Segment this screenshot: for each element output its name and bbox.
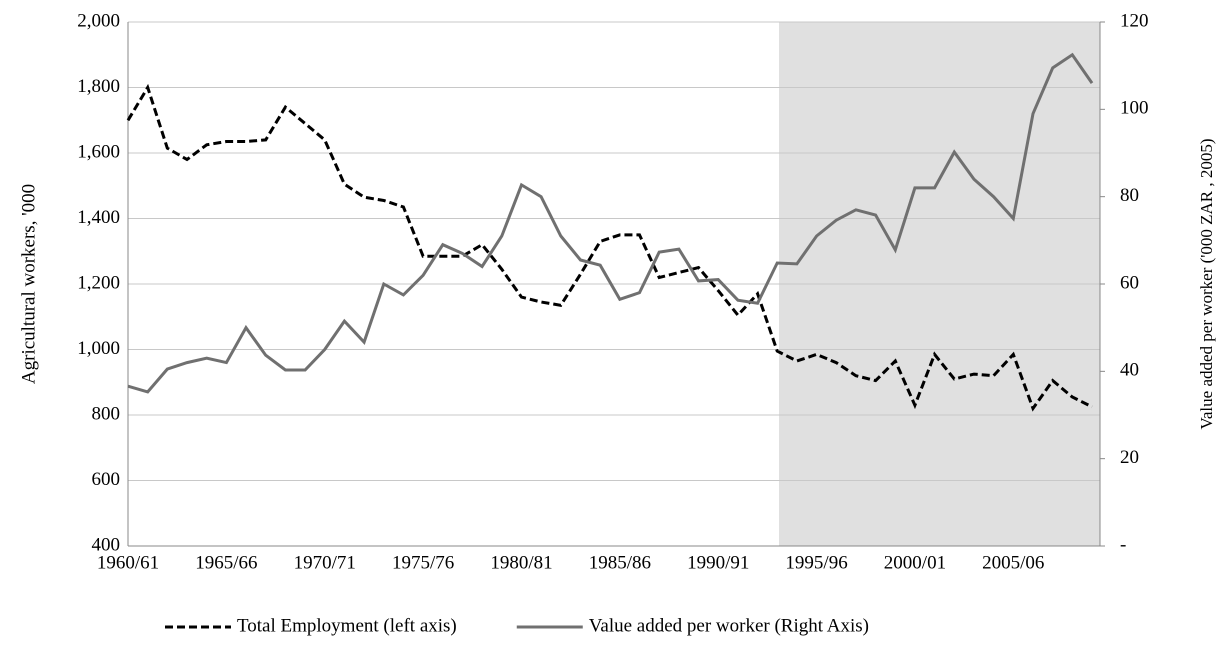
y-tick-label: 1,000 [77,338,120,359]
x-tick-label: 1975/76 [392,552,454,573]
x-tick-label: 1980/81 [490,552,552,573]
x-tick-label: 1990/91 [687,552,749,573]
x-tick-label: 2005/06 [982,552,1044,573]
x-tick-label: 1970/71 [294,552,356,573]
y-tick-label: 600 [92,469,121,490]
y2-tick-label: 60 [1120,272,1139,293]
y2-axis-title: Value added per worker ('000 ZAR , 2005) [1197,138,1216,429]
y-tick-label: 400 [92,534,121,555]
y2-tick-label: - [1120,534,1126,555]
y-tick-label: 2,000 [77,10,120,31]
x-tick-label: 1995/96 [785,552,847,573]
y2-tick-label: 80 [1120,185,1139,206]
x-tick-label: 1960/61 [97,552,159,573]
legend-label: Value added per worker (Right Axis) [589,615,869,636]
y-axis-title: Agricultural workers, '000 [18,184,39,384]
y2-tick-label: 40 [1120,360,1139,381]
y-tick-label: 1,400 [77,207,120,228]
y-tick-label: 800 [92,403,121,424]
legend-label: Total Employment (left axis) [237,615,457,636]
y2-tick-label: 120 [1120,10,1149,31]
x-tick-label: 1965/66 [195,552,257,573]
y2-tick-label: 20 [1120,447,1139,468]
series-line [127,52,1094,394]
series-line [126,83,1093,412]
y-tick-label: 1,600 [77,141,120,162]
y-tick-label: 1,800 [77,76,120,97]
y2-tick-label: 100 [1120,98,1149,119]
x-tick-label: 2000/01 [884,552,946,573]
y-tick-label: 1,200 [77,272,120,293]
x-tick-label: 1985/86 [589,552,651,573]
